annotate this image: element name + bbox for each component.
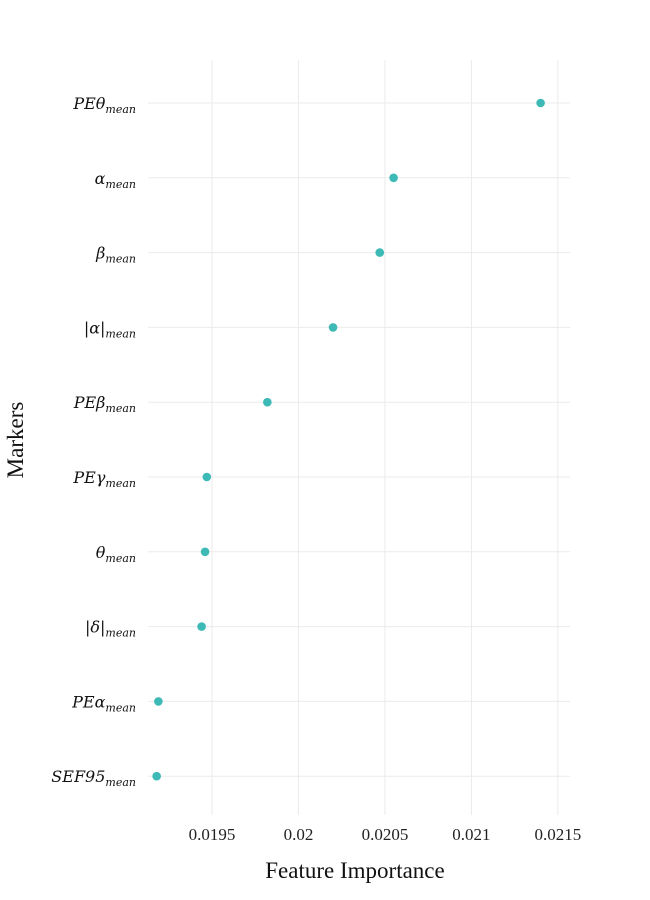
- y-tick-label: |δ|mean: [85, 618, 136, 640]
- data-points: [152, 98, 545, 781]
- y-tick-label: SEF95mean: [51, 767, 136, 789]
- data-point: [328, 323, 338, 332]
- y-tick-label: |α|mean: [84, 318, 136, 340]
- y-tick-label: PEγmean: [72, 468, 136, 490]
- data-point: [202, 472, 212, 482]
- x-tick-label: 0.02: [284, 825, 314, 844]
- x-tick-label: 0.021: [452, 825, 490, 844]
- y-tick-label: PEαmean: [71, 692, 136, 714]
- grid-lines: [148, 60, 570, 815]
- y-axis-title: Markers: [3, 402, 28, 479]
- data-point: [263, 397, 272, 407]
- x-tick-label: 0.0205: [362, 825, 409, 844]
- x-tick-label: 0.0215: [535, 825, 582, 844]
- data-point: [375, 248, 385, 257]
- data-point: [197, 622, 206, 631]
- y-tick-label: PEθmean: [72, 94, 136, 116]
- data-point: [152, 771, 161, 781]
- data-point: [154, 697, 163, 706]
- y-tick-label: αmean: [95, 169, 136, 191]
- data-point: [536, 98, 545, 108]
- y-tick-label: θmean: [96, 543, 136, 565]
- y-tick-labels: PEθmean αmean βmean |α|mean PEβmean PEγmean θm…: [51, 94, 136, 789]
- x-tick-label: 0.0195: [189, 825, 236, 844]
- y-tick-label: PEβmean: [73, 393, 136, 415]
- data-point: [389, 173, 398, 183]
- x-axis-title: Feature Importance: [265, 858, 444, 883]
- y-tick-label: βmean: [95, 244, 136, 266]
- x-tick-labels: 0.0195 0.02 0.0205 0.021 0.0215: [189, 825, 582, 844]
- data-point: [200, 547, 210, 557]
